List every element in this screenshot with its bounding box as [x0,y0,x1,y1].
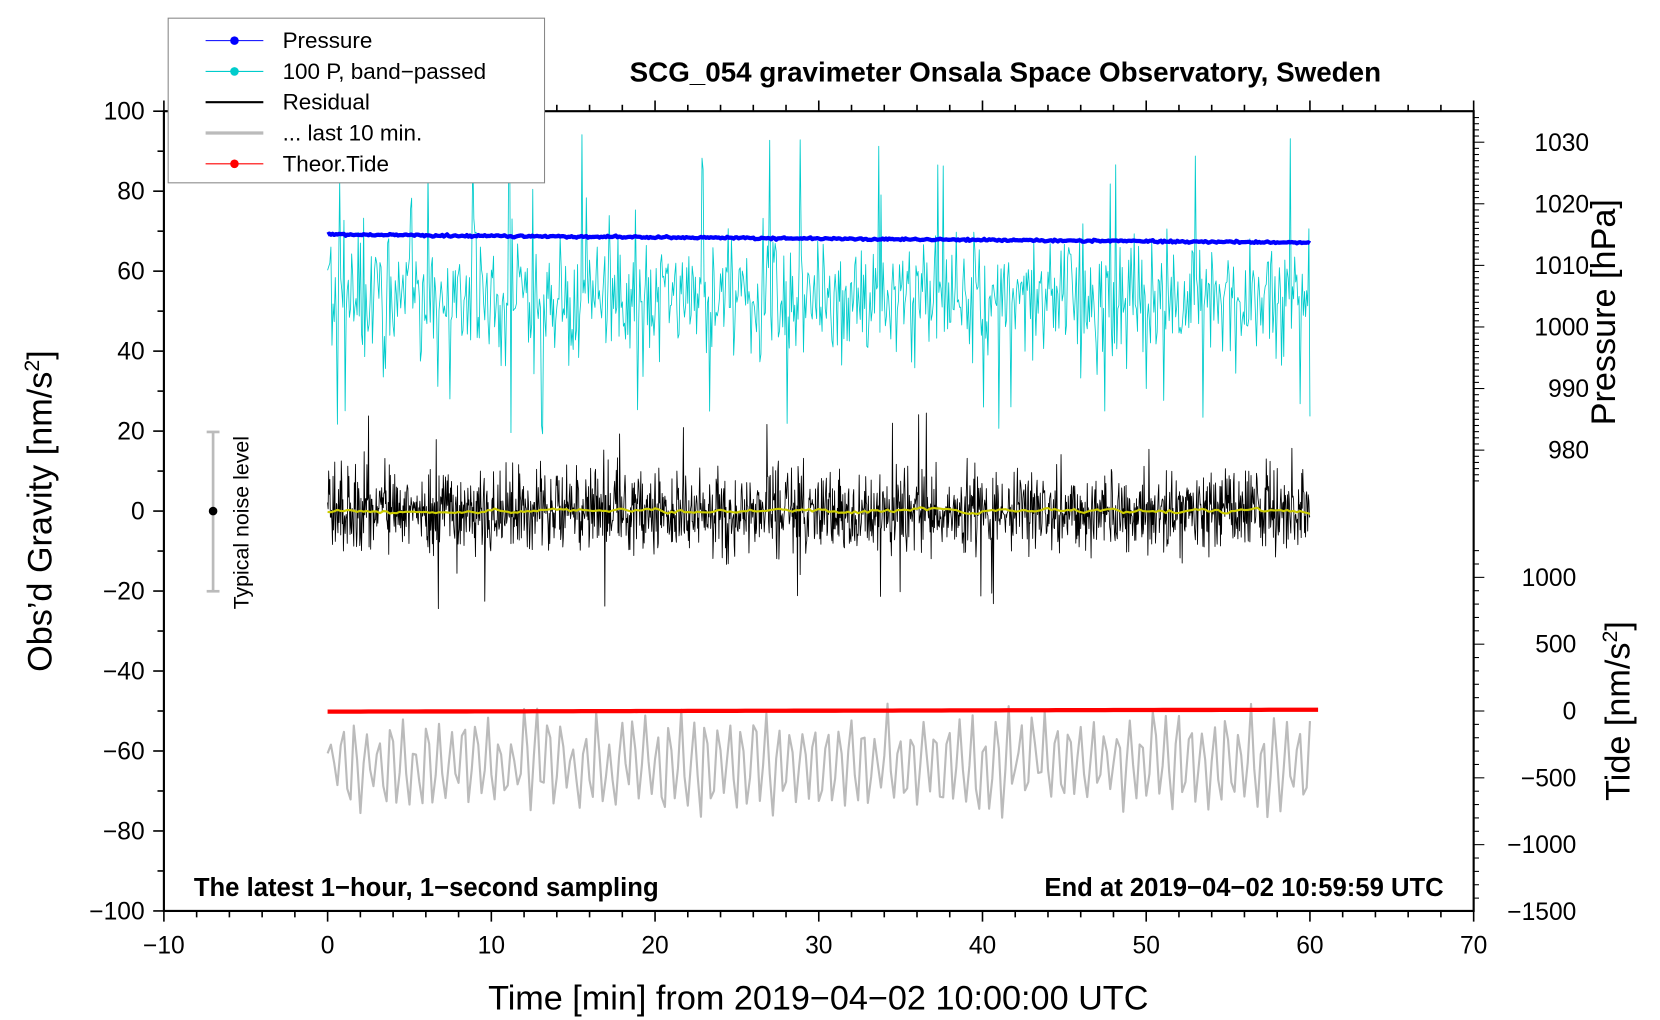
tide-label-sup: 2 [1598,631,1622,643]
x-tick-label: 50 [1133,933,1160,960]
y-left-tick-label: −100 [89,898,144,925]
series-layer [326,134,1319,819]
x-tick-label: −10 [143,933,185,960]
y-tide-tick-label: −500 [1521,765,1576,792]
chart-title: SCG_054 gravimeter Onsala Space Observat… [630,56,1381,87]
annotation-end-time: End at 2019−04−02 10:59:59 UTC [1044,874,1443,902]
y-left-tick-label: −80 [103,819,145,846]
x-tick-label: 40 [969,933,996,960]
legend-label: Residual [283,90,370,115]
y-pressure-tick-label: 1020 [1534,191,1589,218]
series-residual-smoothed [327,506,1311,516]
ticks-layer: −10 0 10 20 30 40 50 60 70100806040200−20−40−60−… [89,99,1589,960]
y-axis-tide-label: Tide [nm/s2] [1598,621,1638,801]
legend-label: 100 P, band−passed [283,59,487,84]
noise-center-dot [208,506,218,516]
y-tide-tick-label: 500 [1535,632,1576,659]
legend-label: Pressure [283,28,373,53]
y-left-tick-label: 40 [117,339,144,366]
y-pressure-tick-label: 1000 [1534,315,1589,342]
y-tide-tick-label: 0 [1563,699,1577,726]
series-band-passed-pressure [327,134,1311,435]
annotation-sampling: The latest 1−hour, 1−second sampling [194,874,659,902]
y-pressure-tick-label: 1010 [1534,253,1589,280]
legend-marker-icon [230,36,239,45]
x-tick-label: 60 [1296,933,1323,960]
y-pressure-tick-label: 980 [1548,438,1589,465]
y-left-tick-label: 100 [104,99,145,126]
legend-marker-icon [230,67,239,76]
noise-label: Typical noise level [229,436,253,609]
y-pressure-tick-label: 990 [1548,376,1589,403]
y-left-label-text: Obs’d Gravity [nm/s [22,372,60,672]
y-tide-tick-label: −1000 [1507,832,1576,859]
x-tick-label: 70 [1460,933,1487,960]
legend-entry: Residual [205,90,370,115]
legend-label: Theor.Tide [283,151,389,176]
legend-entry: Theor.Tide [205,151,389,176]
x-tick-label: 0 [321,933,335,960]
y-axis-pressure-label: Pressure [hPa] [1585,199,1623,425]
y-left-tick-label: −20 [103,579,145,606]
noise-level-indicator: Typical noise level [206,430,253,609]
y-tide-tick-label: −1500 [1507,899,1576,926]
x-tick-label: 30 [805,933,832,960]
y-pressure-tick-label: 1030 [1534,130,1589,157]
tide-label-text: Tide [nm/s [1600,643,1638,801]
y-axis-left-label: Obs’d Gravity [nm/s2] [20,350,60,672]
series-theoretical-tide [327,707,1319,714]
legend-entry: Pressure [205,28,373,53]
legend-label: ... last 10 min. [283,120,423,145]
legend-entry: 100 P, band−passed [205,59,487,84]
x-tick-label: 10 [478,933,505,960]
legend-entry: ... last 10 min. [205,120,423,145]
legend: Pressure 100 P, band−passed Residual ... la… [167,17,546,184]
y-left-tick-label: −40 [103,659,145,686]
y-left-tick-label: −60 [103,739,145,766]
legend-box [167,17,546,184]
x-axis-label: Time [min] from 2019−04−02 10:00:00 UTC [488,979,1148,1017]
x-tick-label: 20 [641,933,668,960]
y-left-tick-label: 0 [131,499,145,526]
series-pressure [326,231,1312,246]
tide-label-bracket: ] [1600,621,1638,631]
y-left-label-bracket: ] [22,350,60,360]
y-left-tick-label: 20 [117,419,144,446]
series-last-10-min [326,702,1312,819]
y-tide-tick-label: 1000 [1522,565,1577,592]
y-left-tick-label: 60 [117,259,144,286]
y-left-tick-label: 80 [117,179,144,206]
y-left-label-sup: 2 [20,360,44,372]
legend-marker-icon [230,159,239,169]
